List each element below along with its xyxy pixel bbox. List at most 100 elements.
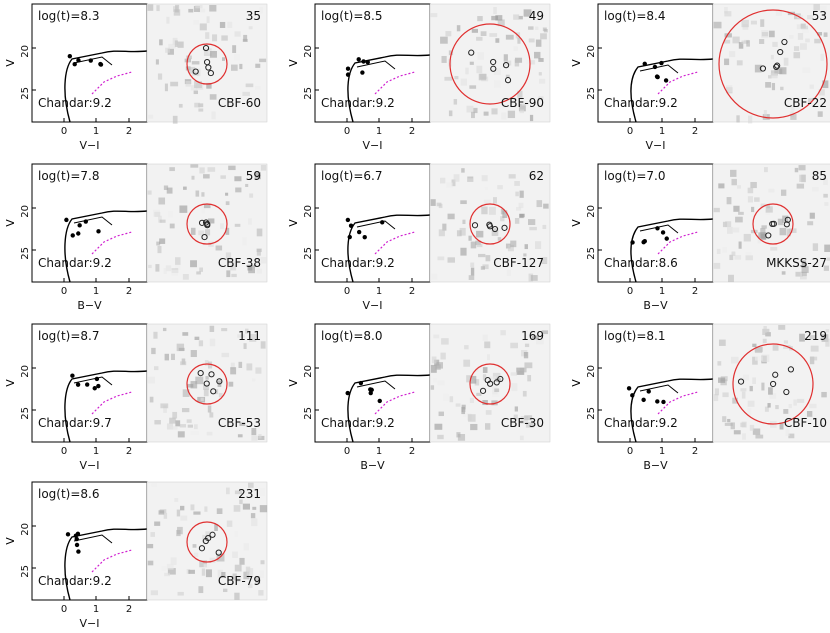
chandar-label: Chandar:9.2 bbox=[321, 96, 395, 110]
cmd-point bbox=[646, 389, 651, 394]
y-tick-label: 20 bbox=[586, 205, 597, 218]
star-marker bbox=[769, 380, 777, 388]
panel-svg: V20 25 0 1 2 B−V log(t)=7.8 Chandar:9.2 59 CBF-38 bbox=[4, 163, 268, 312]
star-marker bbox=[502, 62, 510, 69]
aperture-ring bbox=[186, 43, 228, 85]
panel-svg: V20 25 0 1 2 V−I log(t)=8.7 Chandar:9.7 111 CBF-5… bbox=[4, 323, 268, 472]
cluster-id: 231 bbox=[238, 487, 261, 501]
star-marker bbox=[486, 221, 493, 228]
cmd-point bbox=[76, 549, 81, 554]
cmd-point bbox=[356, 57, 361, 62]
star-marker bbox=[207, 69, 214, 77]
isochrone-curve bbox=[64, 370, 148, 443]
cmd-point bbox=[655, 399, 660, 404]
chandar-label: Chandar:9.2 bbox=[38, 96, 112, 110]
cmd-point bbox=[345, 217, 351, 223]
y-tick-label: 20 bbox=[586, 365, 597, 378]
panel-10: V 20 25 0 1 2 V−I log(t)=8.6 Chandar:9.2 231 CBF-7… bbox=[0, 478, 270, 633]
star-marker bbox=[490, 58, 497, 66]
isochrone-curve bbox=[64, 50, 148, 123]
x-tick-label: 2 bbox=[126, 286, 132, 297]
magenta-track bbox=[657, 391, 699, 415]
x-axis-label: B−V bbox=[643, 459, 668, 472]
panel-7: V 20 25 0 1 2 V−I log(t)=8.7 Chandar:9.7 111 CBF-5… bbox=[0, 320, 270, 475]
image-cutout bbox=[146, 3, 268, 123]
age-label: log(t)=8.1 bbox=[604, 329, 666, 343]
star-marker bbox=[471, 222, 479, 229]
x-tick-label: 1 bbox=[93, 286, 99, 297]
chandar-label: Chandar:9.2 bbox=[321, 256, 395, 270]
cmd-point bbox=[664, 236, 669, 241]
star-marker bbox=[491, 225, 499, 233]
y-axis-label: V bbox=[570, 219, 583, 227]
aperture-ring bbox=[718, 9, 828, 119]
panel-8: V 20 25 0 1 2 B−V log(t)=8.0 Chandar:9.2 169 CBF-3… bbox=[283, 320, 553, 475]
x-tick-label: 1 bbox=[376, 286, 382, 297]
age-label: log(t)=8.7 bbox=[38, 329, 100, 343]
cmd-point bbox=[77, 223, 82, 228]
star-marker bbox=[784, 216, 791, 223]
y-tick-label: 20 bbox=[20, 205, 31, 218]
magenta-track bbox=[91, 71, 133, 95]
x-tick-label: 2 bbox=[126, 446, 132, 457]
x-tick-label: 0 bbox=[61, 126, 67, 137]
magenta-track bbox=[374, 391, 416, 415]
cmd-point bbox=[65, 532, 71, 537]
age-label: log(t)=7.8 bbox=[38, 169, 100, 183]
cmd-point bbox=[626, 386, 632, 391]
cmd-point bbox=[358, 380, 364, 386]
panel-svg: V20 25 0 1 2 V−I log(t)=6.7 Chandar:9.2 62 CBF-12… bbox=[287, 163, 551, 312]
cmd-point bbox=[67, 53, 73, 59]
star-marker bbox=[201, 233, 208, 241]
x-tick-label: 1 bbox=[659, 286, 665, 297]
star-marker bbox=[493, 379, 500, 386]
star-marker bbox=[772, 371, 779, 378]
isochrone-curve bbox=[630, 218, 714, 283]
star-marker bbox=[192, 68, 199, 75]
cluster-id: 219 bbox=[804, 329, 827, 343]
x-axis-label: V−I bbox=[646, 139, 666, 152]
x-tick-label: 1 bbox=[659, 126, 665, 137]
cluster-id: 111 bbox=[238, 329, 261, 343]
magenta-track bbox=[91, 549, 133, 573]
x-tick-label: 0 bbox=[627, 286, 633, 297]
age-label: log(t)=8.6 bbox=[38, 487, 100, 501]
x-tick-label: 0 bbox=[61, 286, 67, 297]
cluster-id: 62 bbox=[529, 169, 544, 183]
cmd-point bbox=[659, 60, 664, 66]
chandar-label: Chandar:8.6 bbox=[604, 256, 678, 270]
cmd-point bbox=[345, 390, 350, 396]
cmd-point bbox=[347, 234, 352, 240]
y-tick-label: 25 bbox=[586, 407, 597, 420]
aperture-ring bbox=[469, 363, 511, 405]
chandar-label: Chandar:9.2 bbox=[321, 416, 395, 430]
chandar-label: Chandar:9.2 bbox=[38, 574, 112, 588]
isochrone-curve bbox=[347, 54, 431, 123]
cmd-point bbox=[660, 230, 666, 235]
star-marker bbox=[765, 232, 772, 239]
cmd-point bbox=[655, 226, 660, 231]
y-axis-label: V bbox=[4, 59, 17, 67]
star-marker bbox=[774, 62, 781, 69]
y-tick-label: 25 bbox=[303, 407, 314, 420]
age-label: log(t)=8.0 bbox=[321, 329, 383, 343]
isochrone-curve bbox=[64, 210, 148, 283]
age-label: log(t)=6.7 bbox=[321, 169, 383, 183]
star-marker bbox=[202, 537, 209, 545]
y-tick-label: 20 bbox=[303, 45, 314, 58]
isochrone-curve bbox=[64, 528, 148, 601]
x-tick-label: 2 bbox=[409, 446, 415, 457]
star-marker bbox=[202, 44, 210, 52]
star-marker bbox=[769, 220, 776, 228]
x-axis-label: V−I bbox=[80, 459, 100, 472]
panel-svg: V20 25 0 1 2 B−V log(t)=8.1 Chandar:9.2 219 CBF-1… bbox=[570, 323, 830, 472]
cmd-point bbox=[98, 61, 103, 67]
cmd-point bbox=[356, 229, 362, 235]
x-axis-label: B−V bbox=[77, 299, 102, 312]
star-marker bbox=[215, 549, 222, 556]
panel-svg: V20 25 0 1 2 V−I log(t)=8.6 Chandar:9.2 231 CBF-7… bbox=[4, 481, 268, 630]
y-tick-label: 20 bbox=[303, 365, 314, 378]
panel-6: V 20 25 0 1 2 B−V log(t)=7.0 Chandar:8.6 85 MKKSS-… bbox=[566, 160, 830, 315]
cmd-point bbox=[661, 399, 666, 405]
isochrone-curve bbox=[630, 378, 714, 443]
